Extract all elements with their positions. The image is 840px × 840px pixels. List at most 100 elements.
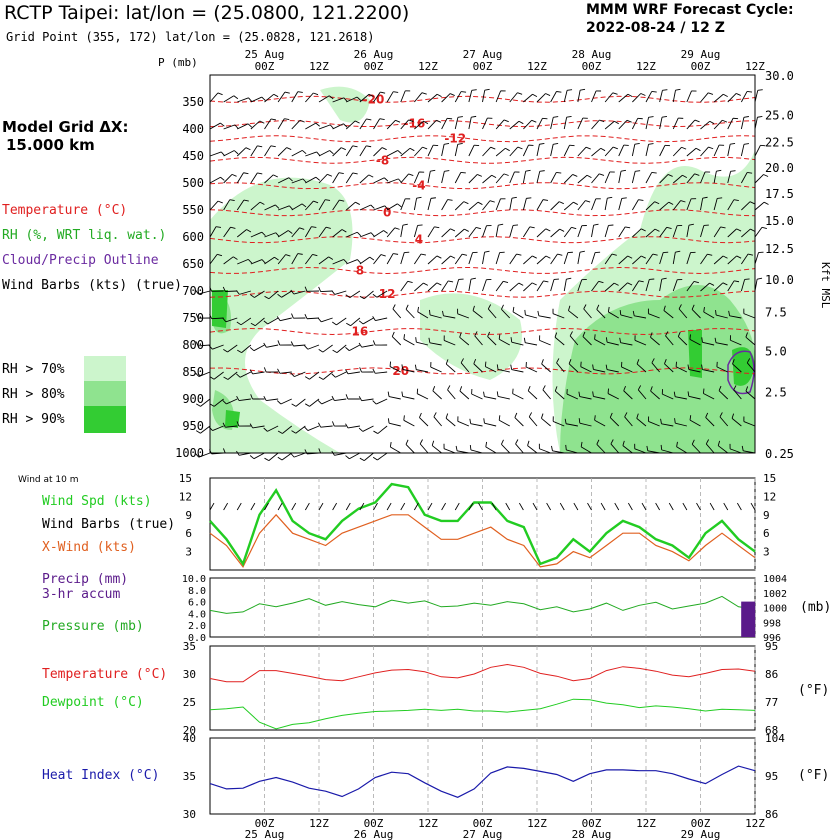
wind-barb (291, 227, 300, 238)
wind-barb (731, 418, 742, 427)
wind-barb-feather (338, 172, 344, 175)
rh-shading (320, 86, 370, 123)
wind-barb-feather (277, 340, 281, 346)
wind-barb (484, 422, 497, 427)
wind-barb-feather (490, 146, 496, 150)
wind-barb-feather (423, 120, 429, 125)
wind-barb (577, 146, 587, 157)
wind-barb-feather (359, 457, 365, 462)
wind-barb (645, 279, 650, 292)
wind-tick-right: 9 (763, 509, 770, 522)
surface-wind-barb (318, 502, 324, 511)
pressure-tick-label: 900 (182, 392, 204, 406)
wind-barb-feather (682, 174, 688, 179)
wind-barb (700, 253, 708, 265)
wind-barb (485, 446, 497, 454)
wind-barb (563, 145, 570, 157)
wind-barb (441, 171, 445, 184)
rh-shading (732, 347, 755, 386)
wind-barb (468, 279, 472, 292)
wind-barb-feather (586, 174, 592, 179)
wind-barb-feather (487, 304, 492, 310)
surface-wind-barb (277, 502, 283, 511)
wind-barb-feather (359, 295, 365, 300)
wind-barb (252, 425, 265, 429)
precip-bar (741, 601, 756, 637)
wind-barb-feather (691, 304, 695, 310)
wind-barb (482, 146, 491, 157)
heat-tick-c: 40 (183, 732, 196, 745)
wind-barb-feather (195, 372, 200, 377)
wind-barb-feather (470, 277, 476, 280)
temperature-contour-label: 8 (356, 263, 364, 277)
legend-rh: RH (%, WRT liq. wat.) (2, 228, 167, 243)
wind-barb (732, 363, 742, 373)
wind-barb-feather (220, 151, 225, 156)
wind-barb-feather (436, 255, 442, 259)
wind-barb-feather (635, 170, 641, 172)
pressure-tick-label: 600 (182, 230, 204, 244)
wind-barb-feather (455, 445, 458, 451)
wind-barb (672, 146, 682, 157)
wind-barb (495, 90, 502, 103)
wind-barb-feather (498, 334, 501, 340)
date-label-top: 28 Aug (572, 48, 612, 61)
wind-barb (277, 177, 290, 184)
date-label-bottom: 28 Aug (572, 828, 612, 840)
date-label-bottom: 26 Aug (354, 828, 394, 840)
wind-barb (346, 259, 358, 265)
wind-barb (514, 417, 524, 427)
wind-barb (522, 144, 529, 157)
kft-tick-label: 0.25 (765, 447, 794, 461)
surface-wind-barb (359, 502, 365, 511)
wind-barb-feather (720, 226, 726, 229)
wind-barb (604, 171, 611, 184)
wind-barb (577, 90, 581, 103)
hour-label-top: 12Z (636, 60, 656, 73)
wind-barb (236, 172, 244, 184)
wind-barb-feather (743, 116, 749, 118)
wind-barb (609, 417, 620, 427)
temperature-contour (209, 135, 756, 143)
wind-barb-feather (687, 391, 690, 397)
wind-barb-feather (332, 421, 335, 427)
wind-barb-feather (290, 372, 295, 377)
wind-barb-feather (263, 342, 267, 348)
wind-barb (266, 344, 279, 348)
wind-barb (236, 147, 247, 157)
grid-point-label: Grid Point (355, 172) lat/lon = (25.0828… (6, 30, 375, 44)
wind-barb-feather (423, 282, 429, 286)
wind-barb (523, 255, 533, 265)
wind-barb (497, 395, 510, 400)
wind-barb (454, 172, 462, 184)
wind-barb-feather (518, 282, 524, 286)
wind-barb (634, 339, 647, 346)
hour-label-top: 00Z (255, 60, 275, 73)
wind-barb (376, 290, 388, 298)
wind-barb (459, 390, 470, 400)
wind-barb-feather (401, 391, 404, 397)
pressure-label: Pressure (mb) (42, 619, 144, 634)
wind-barb (291, 91, 299, 103)
wind-barb-feather (612, 146, 618, 150)
wind-barb (213, 371, 224, 380)
wind-barb-feather (302, 150, 307, 155)
wind-barb-feather (542, 385, 546, 391)
wind-barb-feather (627, 255, 633, 259)
wind-barb-feather (215, 226, 222, 228)
precip-tick: 10.0 (182, 574, 206, 585)
wind-barb (554, 390, 565, 400)
wind-barb-feather (356, 96, 362, 101)
wind-barb-feather (318, 286, 322, 292)
wind-barb-feather (217, 253, 223, 257)
wind-barb (566, 423, 578, 427)
wind-barb (702, 341, 715, 346)
wind-barb-feather (304, 345, 309, 350)
temperature-tick-f: 95 (765, 640, 778, 653)
wind-barb (388, 396, 401, 400)
wind-barb-feather (471, 89, 477, 91)
wind-barb-feather (345, 294, 351, 298)
wind-barb (499, 338, 510, 346)
wind-barb-feather (556, 358, 560, 364)
wind-barb-feather (372, 340, 376, 346)
